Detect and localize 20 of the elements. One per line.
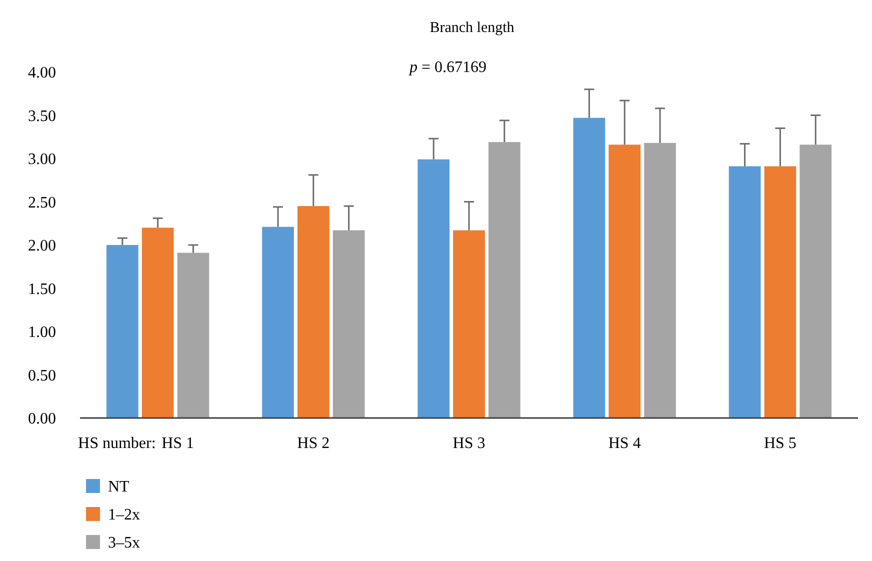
y-tick-label: 2.50 [28, 194, 56, 212]
x-tick-label: HS 5 [764, 435, 796, 452]
y-tick-label: 4.00 [28, 64, 56, 82]
x-tick-label: HS 4 [608, 435, 641, 452]
y-tick-label: 3.00 [28, 151, 56, 168]
legend-label: 1–2x [108, 506, 140, 524]
y-tick-label: 3.50 [28, 108, 56, 125]
y-tick-label: 1.50 [28, 280, 56, 298]
x-tick-label: HS 3 [452, 435, 486, 452]
y-tick-label: 2.00 [28, 238, 56, 255]
legend-label: 3–5x [108, 534, 140, 552]
legend-label: NT [108, 478, 130, 496]
annotation: p = 0.67169 [408, 59, 487, 76]
y-tick-label: 1.00 [28, 324, 56, 342]
y-tick-label: 0.00 [28, 410, 56, 428]
x-axis-title: HS number: [78, 435, 156, 452]
chart-title: Branch length [430, 20, 515, 36]
x-tick-label: HS 2 [297, 435, 330, 452]
y-tick-label: 0.50 [28, 367, 56, 384]
x-tick-label: HS 1 [162, 435, 194, 452]
